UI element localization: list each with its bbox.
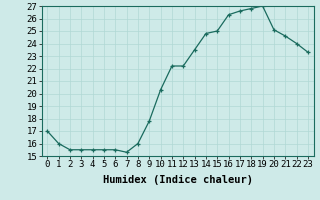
X-axis label: Humidex (Indice chaleur): Humidex (Indice chaleur): [103, 175, 252, 185]
